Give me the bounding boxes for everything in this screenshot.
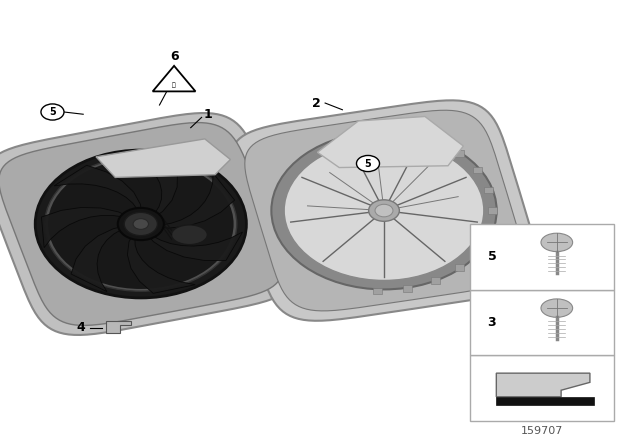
Text: 2: 2: [312, 96, 321, 110]
Circle shape: [124, 212, 157, 236]
Ellipse shape: [172, 225, 207, 245]
FancyBboxPatch shape: [454, 264, 463, 271]
Text: 5: 5: [365, 159, 371, 168]
FancyBboxPatch shape: [470, 224, 614, 290]
Circle shape: [118, 208, 164, 240]
Ellipse shape: [48, 159, 234, 289]
Polygon shape: [230, 100, 538, 321]
Ellipse shape: [541, 299, 573, 317]
FancyBboxPatch shape: [470, 290, 614, 355]
Text: 3: 3: [488, 316, 496, 329]
Polygon shape: [71, 225, 131, 292]
FancyBboxPatch shape: [373, 288, 382, 294]
Polygon shape: [497, 373, 590, 397]
Polygon shape: [106, 321, 131, 333]
Circle shape: [369, 200, 399, 221]
FancyBboxPatch shape: [473, 167, 482, 173]
Polygon shape: [0, 123, 283, 325]
Text: 5: 5: [49, 107, 56, 117]
Polygon shape: [0, 113, 296, 335]
FancyBboxPatch shape: [473, 248, 482, 254]
Polygon shape: [497, 397, 595, 405]
Polygon shape: [317, 116, 463, 168]
Polygon shape: [96, 139, 230, 177]
Circle shape: [375, 204, 393, 217]
Polygon shape: [144, 230, 243, 260]
Polygon shape: [150, 173, 235, 228]
Circle shape: [133, 219, 148, 229]
Circle shape: [271, 132, 497, 289]
FancyBboxPatch shape: [470, 355, 614, 421]
Polygon shape: [54, 165, 142, 217]
FancyBboxPatch shape: [403, 129, 412, 136]
Ellipse shape: [541, 233, 573, 252]
Text: 159707: 159707: [521, 426, 564, 436]
Polygon shape: [244, 110, 524, 311]
Ellipse shape: [35, 150, 246, 298]
Circle shape: [284, 141, 484, 280]
Text: 5: 5: [488, 250, 497, 263]
Polygon shape: [127, 230, 195, 293]
FancyBboxPatch shape: [403, 285, 412, 292]
FancyBboxPatch shape: [484, 228, 493, 235]
FancyBboxPatch shape: [454, 151, 463, 157]
Polygon shape: [153, 66, 195, 91]
Circle shape: [356, 155, 380, 172]
Text: 🔌: 🔌: [172, 82, 176, 88]
FancyBboxPatch shape: [431, 277, 440, 284]
Polygon shape: [42, 207, 134, 248]
Text: 4: 4: [77, 321, 86, 335]
Text: 6: 6: [170, 49, 179, 63]
FancyBboxPatch shape: [431, 138, 440, 144]
FancyBboxPatch shape: [488, 207, 497, 214]
Text: 1: 1: [204, 108, 212, 121]
FancyBboxPatch shape: [484, 186, 493, 193]
Polygon shape: [129, 153, 177, 220]
Circle shape: [41, 104, 64, 120]
Ellipse shape: [45, 157, 237, 291]
